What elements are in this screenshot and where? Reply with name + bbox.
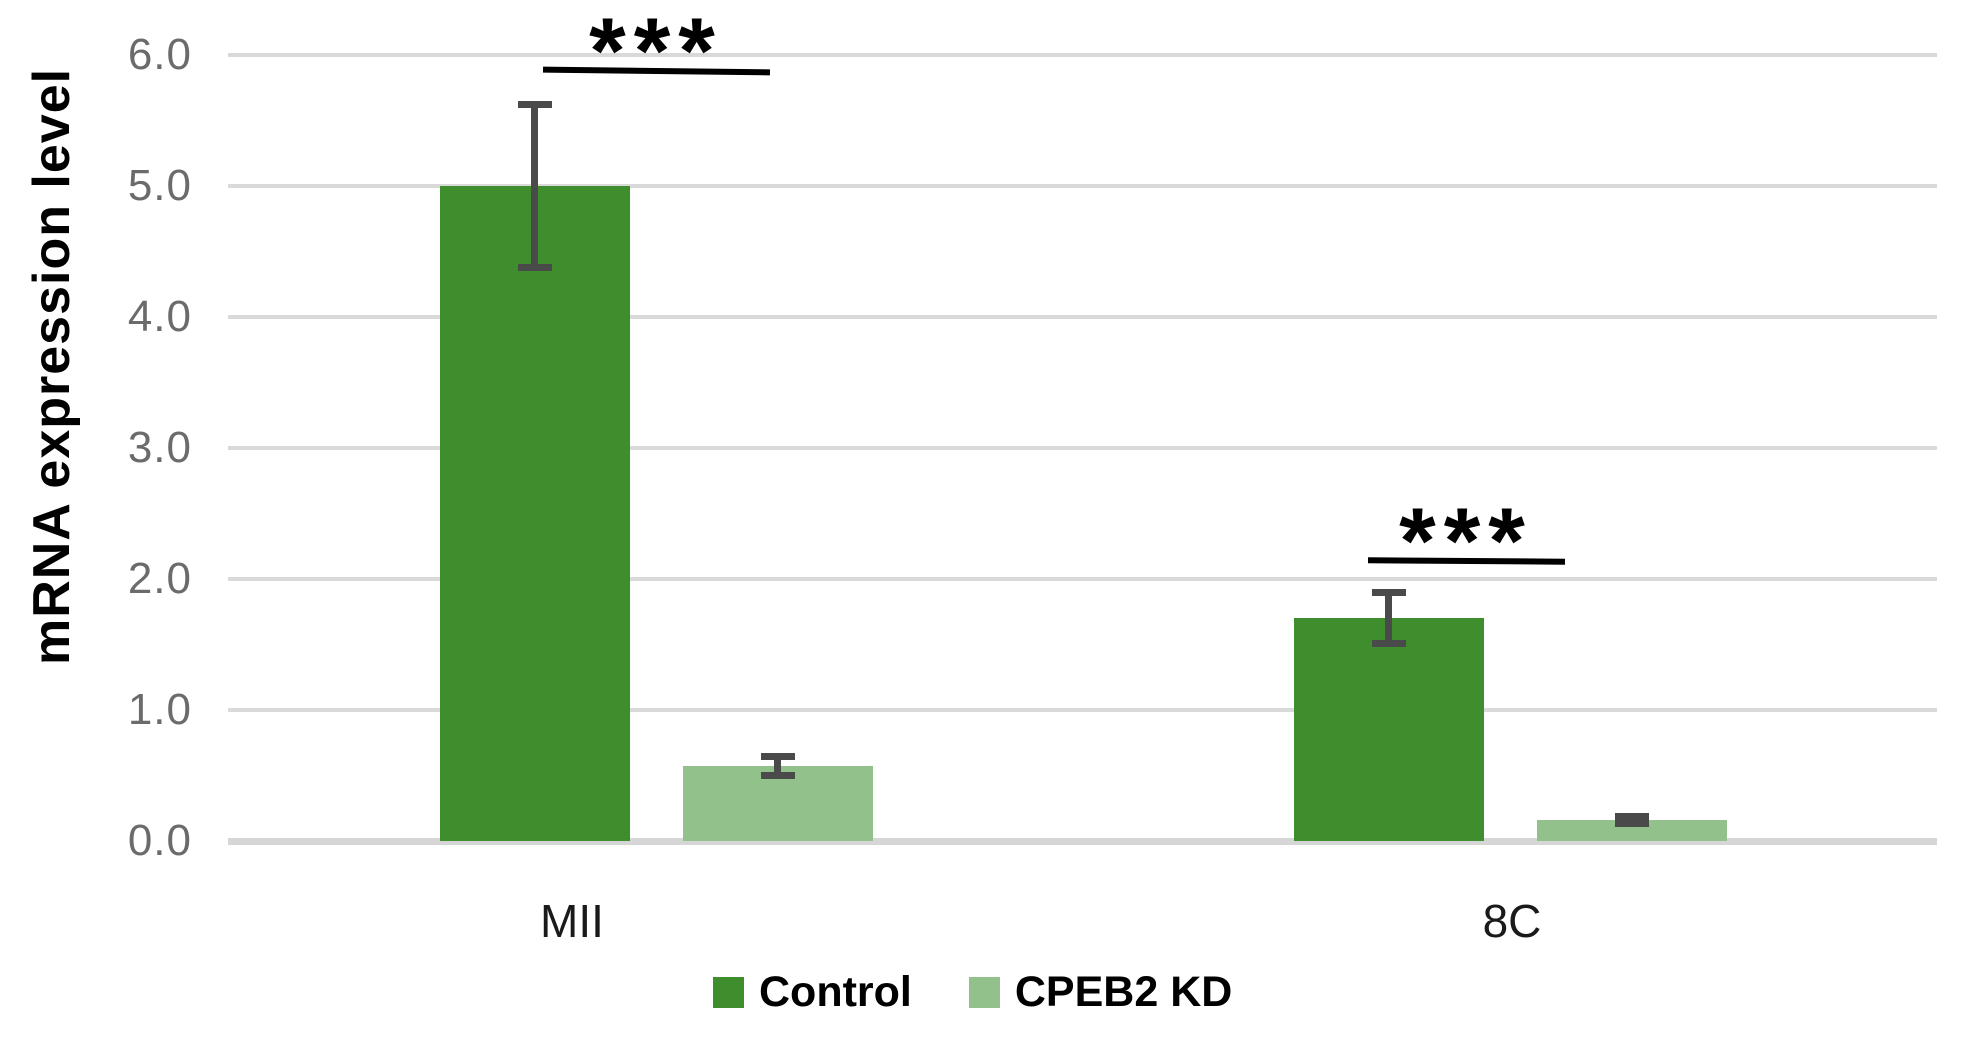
legend-item-cpeb2-kd: CPEB2 KD <box>968 968 1233 1016</box>
bar-8c-control <box>1293 618 1484 841</box>
legend: Control CPEB2 KD <box>713 971 1232 1014</box>
legend-swatch-icon <box>968 977 1000 1008</box>
legend-label: CPEB2 KD <box>1014 968 1233 1016</box>
y-tick-label: 4.0 <box>127 292 192 341</box>
error-bar-whisker <box>774 753 781 780</box>
error-bar-cap-bottom <box>1614 819 1649 827</box>
bar-8c-cpeb2-kd <box>1536 820 1727 841</box>
error-bar-cap-bottom <box>517 264 552 272</box>
error-bar-cap-top <box>1614 813 1649 821</box>
gridline-y5 <box>228 184 1937 188</box>
gridline-y3 <box>228 446 1937 450</box>
y-tick-label: 5.0 <box>127 161 192 210</box>
y-tick-label: 6.0 <box>127 30 192 79</box>
x-category-label-8c: 8C <box>1482 895 1542 947</box>
y-tick-label: 3.0 <box>127 423 192 472</box>
x-axis-line <box>228 838 1937 845</box>
y-tick-label: 2.0 <box>127 554 192 603</box>
error-bar-whisker <box>531 100 538 272</box>
x-category-label-mii: MII <box>540 895 604 947</box>
gridline-y1 <box>228 708 1937 712</box>
legend-label: Control <box>759 968 912 1016</box>
gridline-y4 <box>228 315 1937 319</box>
error-bar-cap-top <box>1371 589 1406 597</box>
error-bar-whisker <box>1385 589 1392 648</box>
y-tick-label: 0.0 <box>127 816 192 865</box>
bar-mii-control <box>439 186 630 841</box>
error-bar-cap-bottom <box>1371 640 1406 648</box>
legend-swatch-icon <box>713 977 744 1008</box>
error-bar-cap-top <box>760 753 795 761</box>
significance-stars-mii: *** <box>589 0 723 104</box>
error-bar-cap-top <box>517 100 552 108</box>
y-tick-label: 1.0 <box>127 685 192 734</box>
legend-item-control: Control <box>713 971 912 1014</box>
significance-stars-8c: *** <box>1399 488 1533 594</box>
gridline-y2 <box>228 577 1937 581</box>
error-bar-cap-bottom <box>760 772 795 780</box>
gridline-y6 <box>228 53 1937 57</box>
